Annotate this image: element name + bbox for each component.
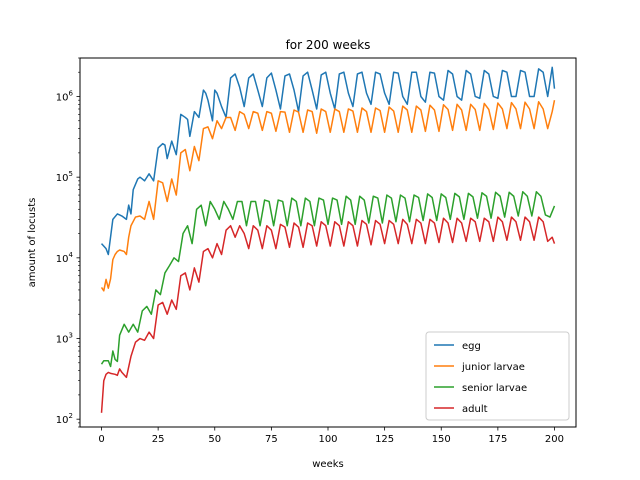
series-line-0 [100, 66, 556, 256]
legend-label-2: senior larvae [462, 383, 527, 394]
x-tick-label: 75 [265, 434, 278, 445]
x-tick-label: 25 [152, 434, 165, 445]
x-tick-label: 100 [318, 434, 337, 445]
ticks-layer: 0 25 50 75 100 125 150 175 200 102 103 104 105 106 [56, 57, 564, 445]
chart-title: for 200 weeks [286, 38, 371, 52]
x-tick-label: 0 [98, 434, 104, 445]
legend-box [425, 331, 570, 421]
legend-label-0: egg [462, 341, 481, 352]
y-tick-label: 102 [56, 412, 73, 426]
x-tick-label: 200 [545, 434, 564, 445]
y-tick-label: 103 [56, 332, 73, 346]
plot-frame [79, 57, 577, 428]
series-layer [100, 66, 556, 413]
x-tick-label: 125 [375, 434, 394, 445]
series-line-3 [100, 216, 556, 413]
y-tick-label: 105 [56, 170, 73, 184]
x-axis-label: weeks [312, 459, 343, 470]
y-tick-label: 106 [56, 89, 74, 103]
series-line-2 [100, 190, 556, 368]
legend-label-1: junior larvae [461, 362, 525, 373]
x-tick-label: 150 [432, 434, 451, 445]
x-tick-label: 50 [208, 434, 221, 445]
legend-label-3: adult [462, 404, 488, 415]
x-tick-label: 175 [488, 434, 507, 445]
y-tick-label: 104 [56, 251, 74, 265]
y-axis-label: amount of locusts [27, 198, 38, 288]
series-line-1 [100, 100, 556, 292]
legend: egg junior larvae senior larvae adult [425, 331, 570, 421]
